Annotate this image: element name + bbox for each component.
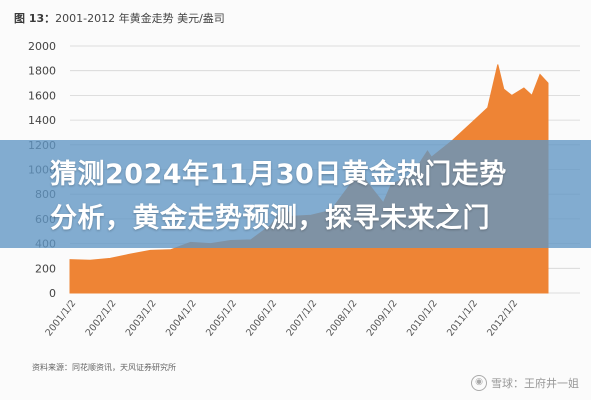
x-tick-label-2001/1/2: 2001/1/2 xyxy=(43,298,78,338)
y-tick-label-1800: 1800 xyxy=(28,65,56,78)
x-tick-label-2008/1/2: 2008/1/2 xyxy=(325,298,360,338)
chart-title-prefix: 图 13： xyxy=(14,12,56,25)
x-tick-label-2012/1/2: 2012/1/2 xyxy=(485,298,520,338)
x-tick-label-2007/1/2: 2007/1/2 xyxy=(284,298,319,338)
y-tick-label-200: 200 xyxy=(35,262,56,275)
watermark-text: 雪球：王府井一姐 xyxy=(491,377,579,390)
y-tick-label-1400: 1400 xyxy=(28,114,56,127)
headline-banner: 猜测2024年11月30日黄金热门走势 分析，黄金走势预测，探寻未来之门 xyxy=(0,140,591,248)
x-tick-label-2009/1/2: 2009/1/2 xyxy=(365,298,400,338)
headline-line-2: 分析，黄金走势预测，探寻未来之门 xyxy=(50,203,490,234)
chart-title: 图 13：2001-2012 年黄金走势 美元/盎司 xyxy=(14,10,225,26)
chart-title-text: 2001-2012 年黄金走势 美元/盎司 xyxy=(55,12,225,25)
watermark: ◉ 雪球：王府井一姐 xyxy=(471,375,579,391)
y-tick-label-2000: 2000 xyxy=(28,40,56,53)
x-axis: 2001/1/2 2002/1/2 2003/1/2 2004/1/2 2005/1/2… xyxy=(43,298,520,338)
x-tick-label-2003/1/2: 2003/1/2 xyxy=(124,298,159,338)
x-tick-label-2006/1/2: 2006/1/2 xyxy=(244,298,279,338)
x-tick-label-2004/1/2: 2004/1/2 xyxy=(164,298,199,338)
x-tick-label-2010/1/2: 2010/1/2 xyxy=(405,298,440,338)
y-tick-label-0: 0 xyxy=(49,287,56,300)
x-tick-label-2005/1/2: 2005/1/2 xyxy=(204,298,239,338)
x-tick-label-2002/1/2: 2002/1/2 xyxy=(84,298,119,338)
x-tick-label-2011/1/2: 2011/1/2 xyxy=(445,298,480,338)
data-source-note: 资料来源：同花顺资讯，天风证券研究所 xyxy=(32,363,176,372)
camera-icon: ◉ xyxy=(471,375,487,391)
y-tick-label-1600: 1600 xyxy=(28,89,56,102)
headline-line-1: 猜测2024年11月30日黄金热门走势 xyxy=(50,159,507,190)
